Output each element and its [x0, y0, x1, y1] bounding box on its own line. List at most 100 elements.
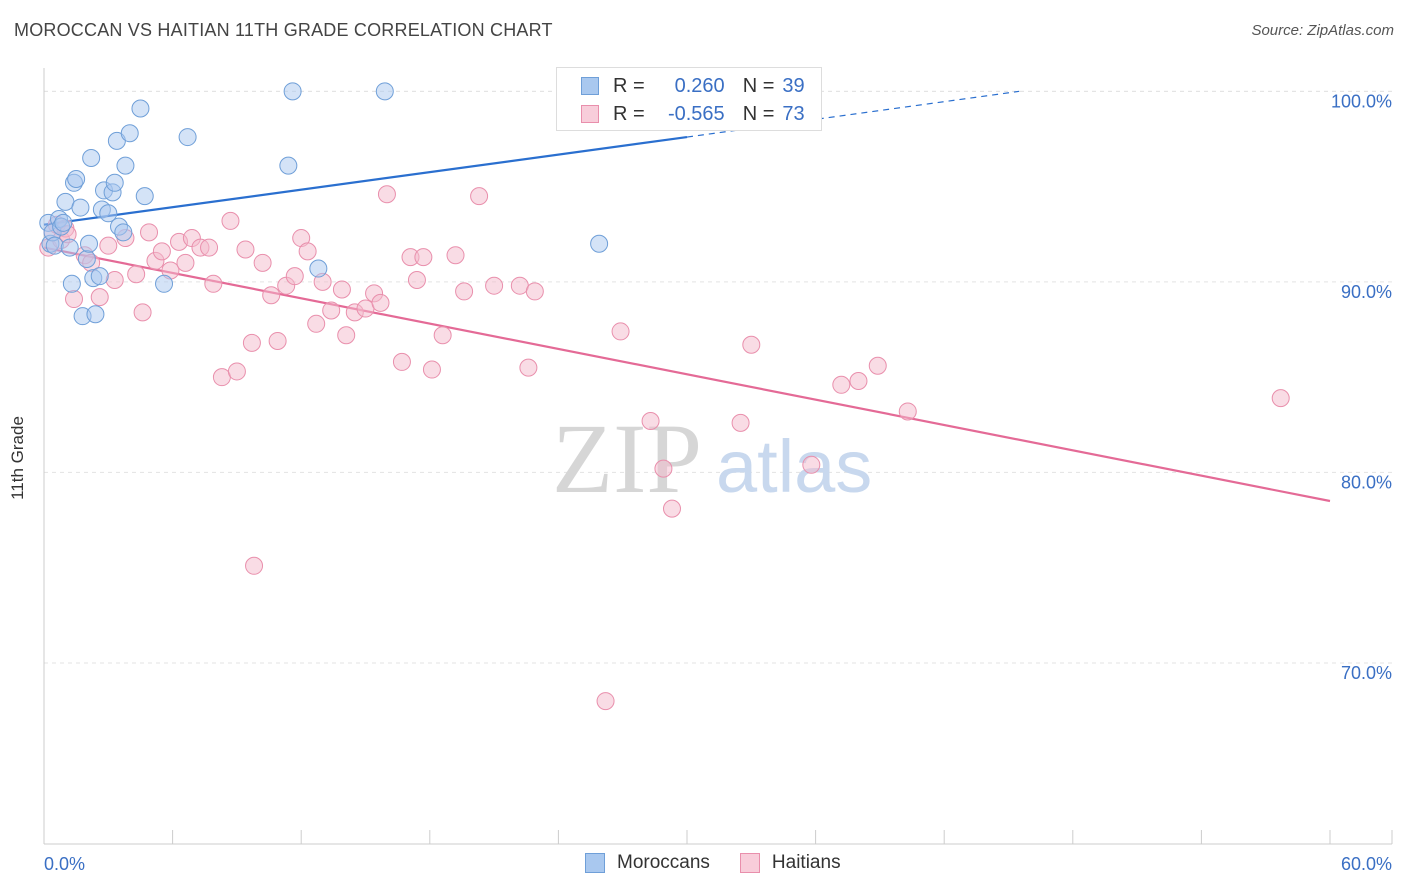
point-haitians — [221, 211, 240, 230]
point-haitians — [731, 413, 750, 432]
point-haitians — [470, 187, 489, 206]
point-moroccans — [77, 250, 96, 269]
legend-swatch-pink — [581, 105, 599, 123]
point-moroccans — [375, 82, 394, 101]
legend-r-value: 0.260 — [674, 74, 725, 97]
point-haitians — [176, 253, 195, 272]
point-haitians — [332, 280, 351, 299]
point-haitians — [485, 276, 504, 295]
point-haitians — [127, 265, 146, 284]
point-moroccans — [56, 192, 75, 211]
point-haitians — [105, 270, 124, 289]
point-haitians — [133, 303, 152, 322]
legend-n-label: N = — [742, 102, 775, 125]
y-tick-label: 80.0% — [1341, 472, 1392, 492]
point-moroccans — [71, 198, 90, 217]
stats-legend: R = 0.260 N = 39 R = -0.565 N = 73 — [556, 67, 822, 131]
y-tick-label: 90.0% — [1341, 282, 1392, 302]
legend-swatch-pink — [739, 853, 760, 873]
series-legend: Moroccans Haitians — [585, 852, 871, 874]
point-haitians — [414, 248, 433, 267]
point-haitians — [422, 360, 441, 379]
point-haitians — [832, 375, 851, 394]
point-haitians — [236, 240, 255, 259]
point-moroccans — [279, 156, 298, 175]
point-haitians — [641, 411, 660, 430]
point-haitians — [446, 246, 465, 265]
watermark-atlas: atlas — [716, 425, 872, 508]
legend-n-label: N = — [742, 74, 775, 97]
point-haitians — [212, 368, 231, 387]
point-haitians — [654, 459, 673, 478]
point-haitians — [802, 455, 821, 474]
point-haitians — [337, 326, 356, 345]
point-haitians — [611, 322, 630, 341]
point-haitians — [392, 352, 411, 371]
y-tick-label: 100.0% — [1331, 91, 1392, 111]
legend-r-value: -0.565 — [667, 102, 725, 125]
point-moroccans — [60, 238, 79, 257]
point-haitians — [662, 499, 681, 518]
watermark-zip: ZIP — [552, 403, 702, 514]
point-haitians — [65, 290, 84, 309]
source-label: Source: ZipAtlas.com — [1251, 22, 1394, 39]
axes — [43, 68, 1393, 845]
point-haitians — [407, 270, 426, 289]
point-moroccans — [105, 173, 124, 192]
point-moroccans — [114, 223, 133, 242]
point-moroccans — [309, 259, 328, 278]
legend-label-haitians: Haitians — [771, 852, 841, 873]
point-haitians — [152, 242, 171, 261]
chart-title: MOROCCAN VS HAITIAN 11TH GRADE CORRELATI… — [14, 20, 553, 40]
point-moroccans — [45, 236, 64, 255]
gridlines — [44, 90, 1392, 664]
point-haitians — [245, 556, 264, 575]
point-haitians — [356, 299, 375, 318]
point-haitians — [898, 402, 917, 421]
point-moroccans — [86, 305, 105, 324]
point-moroccans — [120, 124, 139, 143]
point-moroccans — [90, 267, 109, 286]
point-moroccans — [99, 204, 118, 223]
point-haitians — [298, 242, 317, 261]
point-haitians — [868, 356, 887, 375]
point-haitians — [99, 236, 118, 255]
point-moroccans — [62, 274, 81, 293]
x-tick-label: 0.0% — [44, 854, 85, 874]
point-moroccans — [116, 156, 135, 175]
point-moroccans — [590, 234, 609, 253]
point-moroccans — [135, 187, 154, 206]
point-moroccans — [283, 82, 302, 101]
point-haitians — [849, 371, 868, 390]
point-haitians — [510, 276, 529, 295]
trendline-haitians — [43, 246, 1331, 503]
point-haitians — [307, 314, 326, 333]
watermark: ZIP atlas — [552, 403, 872, 514]
legend-row-haitians: R = -0.565 N = 73 — [581, 101, 805, 127]
legend-item-moroccans[interactable]: Moroccans — [585, 852, 710, 874]
point-haitians — [371, 293, 390, 312]
point-haitians — [455, 282, 474, 301]
legend-n-value: 73 — [782, 102, 805, 125]
point-haitians — [268, 331, 287, 350]
points — [39, 82, 1290, 711]
point-moroccans — [54, 213, 73, 232]
legend-r-label: R = — [613, 102, 645, 125]
point-haitians — [227, 362, 246, 381]
legend-row-moroccans: R = 0.260 N = 39 — [581, 73, 805, 99]
trendline-moroccans — [43, 135, 688, 226]
legend-item-haitians[interactable]: Haitians — [739, 852, 841, 874]
point-haitians — [285, 267, 304, 286]
point-haitians — [525, 282, 544, 301]
x-tick-label: 60.0% — [1341, 854, 1392, 874]
legend-label-moroccans: Moroccans — [617, 852, 710, 873]
point-haitians — [242, 333, 261, 352]
legend-n-value: 39 — [782, 74, 805, 97]
point-moroccans — [67, 169, 86, 188]
point-haitians — [742, 335, 761, 354]
point-haitians — [200, 238, 219, 257]
point-haitians — [596, 692, 615, 711]
point-moroccans — [178, 128, 197, 147]
point-haitians — [204, 274, 223, 293]
